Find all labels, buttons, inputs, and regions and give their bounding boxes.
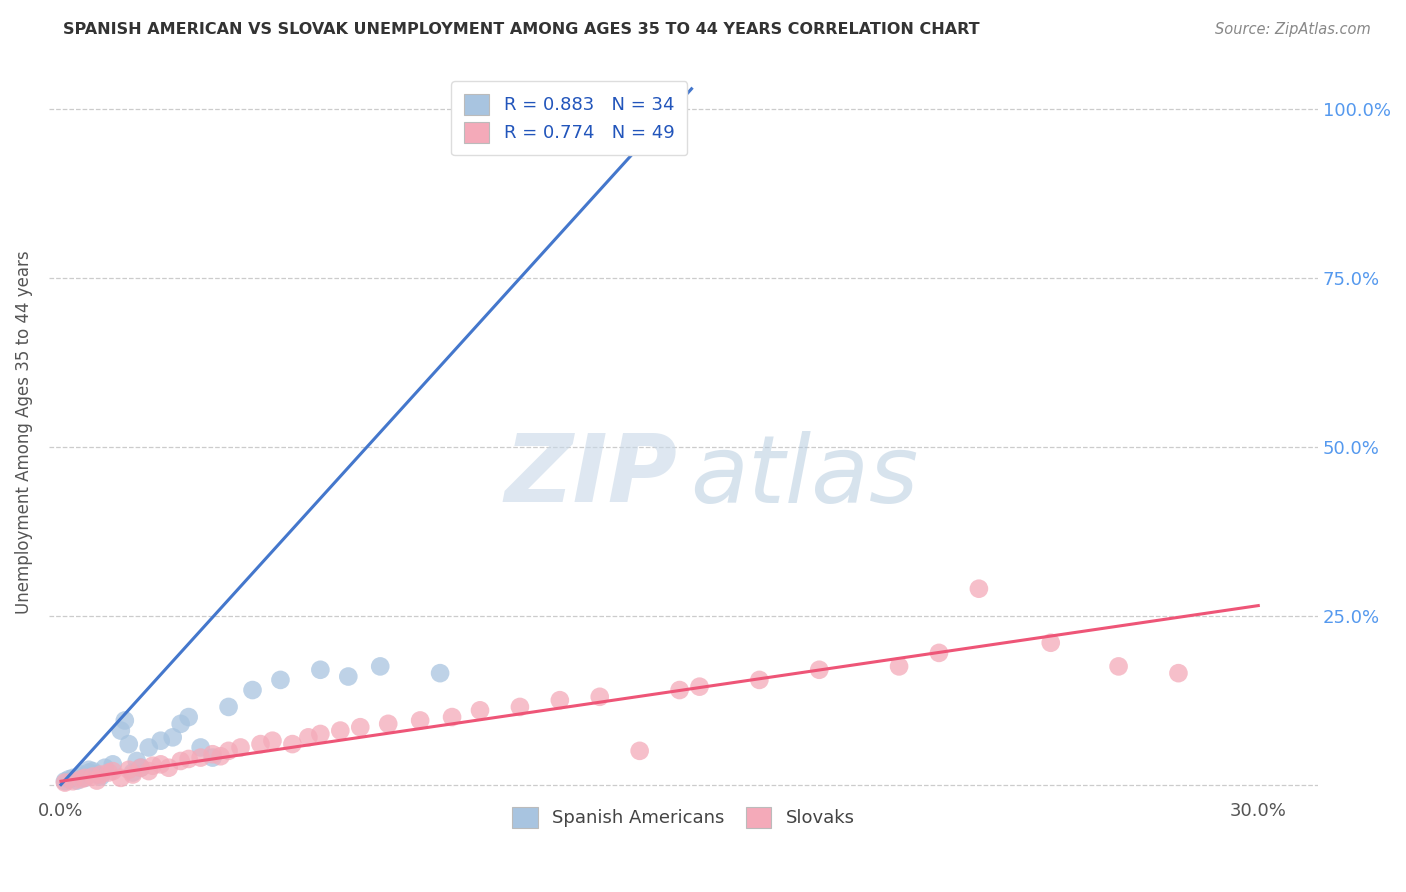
Point bbox=[309, 663, 332, 677]
Point bbox=[94, 761, 117, 775]
Point bbox=[70, 772, 93, 787]
Point bbox=[129, 761, 152, 775]
Point bbox=[201, 747, 224, 762]
Point bbox=[190, 750, 212, 764]
Point bbox=[101, 757, 124, 772]
Point bbox=[377, 716, 399, 731]
Text: atlas: atlas bbox=[690, 431, 918, 522]
Point bbox=[201, 750, 224, 764]
Point bbox=[149, 733, 172, 747]
Point bbox=[149, 757, 172, 772]
Point bbox=[162, 731, 184, 745]
Point bbox=[86, 767, 108, 781]
Point bbox=[138, 740, 160, 755]
Point bbox=[77, 765, 100, 780]
Point bbox=[177, 752, 200, 766]
Point bbox=[1108, 659, 1130, 673]
Point bbox=[70, 770, 93, 784]
Point bbox=[242, 683, 264, 698]
Point bbox=[349, 720, 371, 734]
Point bbox=[177, 710, 200, 724]
Point bbox=[218, 700, 240, 714]
Point bbox=[262, 733, 284, 747]
Text: ZIP: ZIP bbox=[505, 430, 678, 523]
Point bbox=[887, 659, 910, 673]
Point bbox=[129, 761, 152, 775]
Point bbox=[808, 663, 831, 677]
Point bbox=[82, 764, 104, 778]
Point bbox=[748, 673, 770, 687]
Point bbox=[53, 775, 76, 789]
Point bbox=[368, 659, 391, 673]
Point bbox=[928, 646, 950, 660]
Point bbox=[118, 737, 141, 751]
Point bbox=[441, 710, 464, 724]
Point bbox=[73, 771, 96, 785]
Point bbox=[337, 669, 360, 683]
Point bbox=[170, 716, 193, 731]
Point bbox=[142, 758, 165, 772]
Point bbox=[86, 773, 108, 788]
Point bbox=[170, 754, 193, 768]
Point bbox=[110, 771, 132, 785]
Point bbox=[121, 767, 143, 781]
Point bbox=[249, 737, 271, 751]
Point bbox=[90, 767, 112, 781]
Point bbox=[190, 740, 212, 755]
Point bbox=[125, 754, 148, 768]
Point bbox=[628, 744, 651, 758]
Point bbox=[82, 770, 104, 784]
Point bbox=[101, 764, 124, 778]
Point bbox=[58, 772, 80, 787]
Point bbox=[114, 714, 136, 728]
Point bbox=[689, 680, 711, 694]
Legend: Spanish Americans, Slovaks: Spanish Americans, Slovaks bbox=[505, 800, 862, 835]
Point bbox=[509, 700, 531, 714]
Point bbox=[62, 774, 84, 789]
Point bbox=[77, 763, 100, 777]
Point bbox=[138, 764, 160, 778]
Point bbox=[429, 666, 451, 681]
Point bbox=[1039, 636, 1062, 650]
Point bbox=[281, 737, 304, 751]
Point bbox=[121, 765, 143, 780]
Point bbox=[70, 767, 93, 781]
Point bbox=[589, 690, 612, 704]
Point bbox=[329, 723, 352, 738]
Point bbox=[157, 761, 180, 775]
Point bbox=[62, 771, 84, 785]
Point bbox=[110, 723, 132, 738]
Point bbox=[309, 727, 332, 741]
Text: Source: ZipAtlas.com: Source: ZipAtlas.com bbox=[1215, 22, 1371, 37]
Point bbox=[967, 582, 990, 596]
Point bbox=[1167, 666, 1189, 681]
Point bbox=[209, 749, 232, 764]
Point bbox=[269, 673, 291, 687]
Point bbox=[229, 740, 252, 755]
Point bbox=[118, 763, 141, 777]
Point bbox=[668, 683, 690, 698]
Point bbox=[468, 703, 491, 717]
Point bbox=[409, 714, 432, 728]
Y-axis label: Unemployment Among Ages 35 to 44 years: Unemployment Among Ages 35 to 44 years bbox=[15, 251, 32, 615]
Point bbox=[73, 771, 96, 785]
Text: SPANISH AMERICAN VS SLOVAK UNEMPLOYMENT AMONG AGES 35 TO 44 YEARS CORRELATION CH: SPANISH AMERICAN VS SLOVAK UNEMPLOYMENT … bbox=[63, 22, 980, 37]
Point bbox=[90, 770, 112, 784]
Point bbox=[218, 744, 240, 758]
Point bbox=[66, 773, 89, 788]
Point bbox=[548, 693, 571, 707]
Point bbox=[297, 731, 319, 745]
Point bbox=[53, 774, 76, 789]
Point bbox=[97, 765, 120, 780]
